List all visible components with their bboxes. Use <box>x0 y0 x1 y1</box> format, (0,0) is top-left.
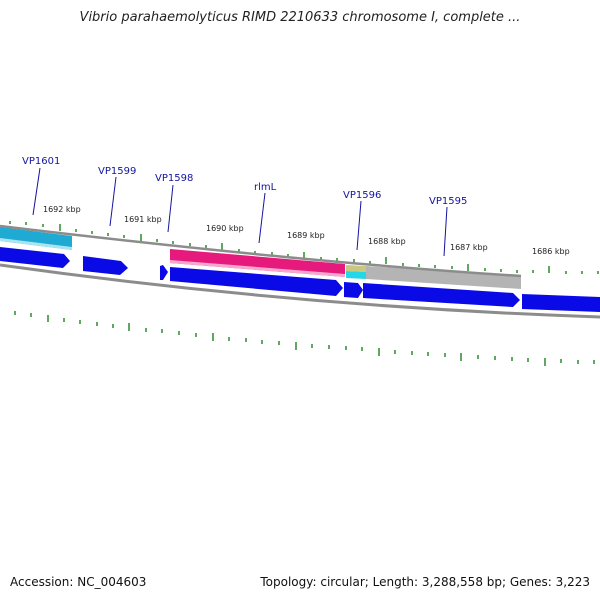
kbp-label: 1691 kbp <box>124 215 162 224</box>
cds-vp1596[interactable] <box>344 282 363 298</box>
small-feature[interactable] <box>346 265 366 272</box>
cds-vp1599[interactable] <box>83 256 128 275</box>
gene-label-vp1601[interactable]: VP1601 <box>22 156 60 167</box>
kbp-label: 1688 kbp <box>368 237 406 246</box>
gene-label-vp1598[interactable]: VP1598 <box>155 173 193 184</box>
gene-label-rlml[interactable]: rlmL <box>254 182 277 193</box>
kbp-label: 1687 kbp <box>450 243 488 252</box>
kbp-labels: 1692 kbp 1691 kbp 1690 kbp 1689 kbp 1688… <box>43 205 570 256</box>
cds-row <box>0 247 600 312</box>
forward-features <box>0 224 522 289</box>
cds-rlml[interactable] <box>170 267 343 296</box>
inner-tick-row <box>14 311 595 366</box>
kbp-label: 1686 kbp <box>532 247 570 256</box>
cds-vp1595[interactable] <box>363 283 520 307</box>
gene-leaders <box>32 167 448 257</box>
rrna-feature[interactable] <box>0 227 72 250</box>
cds-vp1598-small[interactable] <box>160 265 168 280</box>
forward-backbone <box>0 224 522 278</box>
kbp-label: 1692 kbp <box>43 205 81 214</box>
gene-label-vp1599[interactable]: VP1599 <box>98 166 136 177</box>
kbp-label: 1689 kbp <box>287 231 325 240</box>
cds-vp1601[interactable] <box>0 247 70 268</box>
cds-right[interactable] <box>522 294 600 312</box>
gene-label-vp1595[interactable]: VP1595 <box>429 196 467 207</box>
reverse-backbone <box>0 263 600 319</box>
map-title: Vibrio parahaemolyticus RIMD 2210633 chr… <box>79 10 521 25</box>
topology-text: Topology: circular; Length: 3,288,558 bp… <box>260 575 590 589</box>
kbp-label: 1690 kbp <box>206 224 244 233</box>
gene-label-vp1596[interactable]: VP1596 <box>343 190 381 201</box>
rlml-feature[interactable] <box>170 249 345 277</box>
grey-feature[interactable] <box>366 266 521 289</box>
gene-labels: VP1601 VP1599 VP1598 rlmL VP1596 VP1595 <box>22 156 467 207</box>
accession-text: Accession: NC_004603 <box>10 575 147 589</box>
